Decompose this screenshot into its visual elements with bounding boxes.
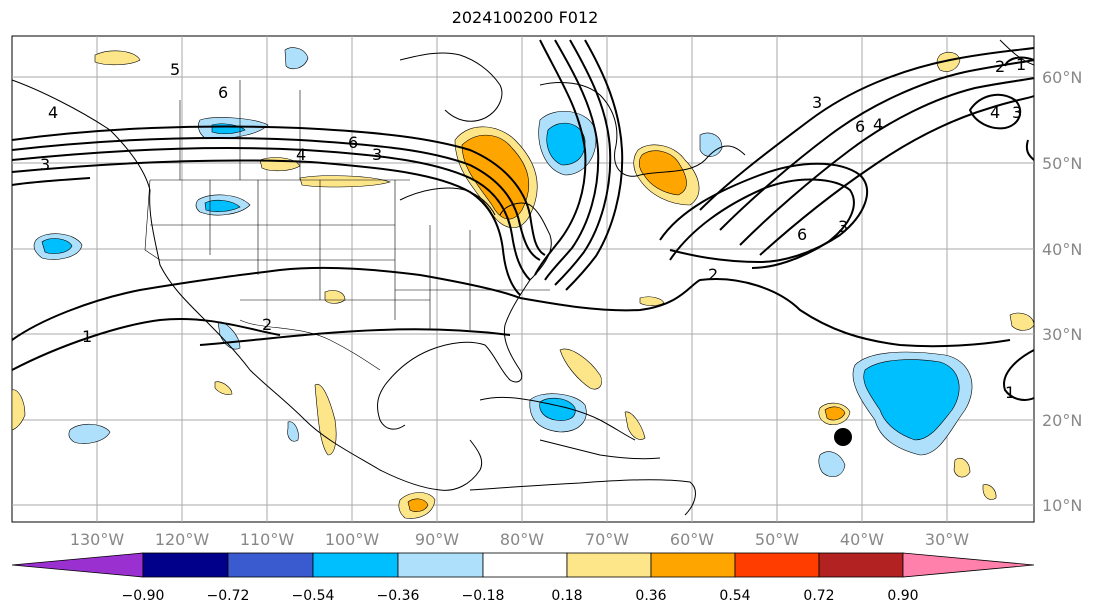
colorbar-segment: [227, 552, 314, 578]
lon-label: 30°W: [925, 530, 969, 549]
colorbar-label: 0.54: [719, 588, 750, 604]
lon-label: 90°W: [415, 530, 459, 549]
colorbar-segment: [818, 552, 904, 578]
contour-label: 3: [372, 145, 382, 164]
colorbar-label: −0.18: [462, 588, 505, 604]
colorbar: [11, 552, 1035, 578]
colorbar-segment: [142, 552, 229, 578]
contour-label: 3: [838, 217, 848, 236]
colorbar-label: 0.18: [551, 588, 582, 604]
contour-label: 2: [708, 265, 718, 284]
colorbar-segment: [482, 552, 568, 578]
contour-label: 4: [296, 145, 306, 164]
coastlines: [11, 39, 1035, 516]
colorbar-label: 0.72: [803, 588, 834, 604]
colorbar-extend-right: [902, 552, 1035, 578]
colorbar-label: −0.72: [207, 588, 250, 604]
plot-frame: [11, 35, 1035, 523]
colorbar-segment: [312, 552, 399, 578]
colorbar-extend-left: [11, 552, 144, 578]
shaded-anomalies: [11, 47, 1035, 519]
storm-center-dot: [834, 428, 852, 446]
colorbar-segment: [566, 552, 652, 578]
contour-label: 6: [218, 83, 228, 102]
graticule: [12, 36, 1034, 522]
colorbar-label: −0.36: [377, 588, 420, 604]
lat-label: 40°N: [1042, 240, 1082, 259]
contour-label: 2: [995, 57, 1005, 76]
colorbar-segment: [734, 552, 820, 578]
contour-label: 1: [1005, 383, 1015, 402]
lat-label: 20°N: [1042, 411, 1082, 430]
contour-label: 4: [873, 115, 883, 134]
latitude-labels: 60°N 50°N 40°N 30°N 20°N 10°N: [1042, 68, 1082, 515]
contour-lines: [11, 39, 1035, 401]
contour-label: 4: [48, 103, 58, 122]
contour-label: 5: [170, 60, 180, 79]
lon-label: 110°W: [240, 530, 295, 549]
lon-label: 70°W: [585, 530, 629, 549]
longitude-labels: 130°W 120°W 110°W 100°W 90°W 80°W 70°W 6…: [70, 530, 969, 549]
map-title: 2024100200 F012: [451, 8, 599, 27]
colorbar-segment: [650, 552, 736, 578]
lon-label: 40°W: [840, 530, 884, 549]
contour-label: 6: [855, 117, 865, 136]
lat-label: 60°N: [1042, 68, 1082, 87]
lat-label: 50°N: [1042, 154, 1082, 173]
colorbar-labels: −0.90 −0.72 −0.54 −0.36 −0.18 0.18 0.36 …: [122, 588, 919, 604]
contour-label: 3: [812, 93, 822, 112]
lon-label: 80°W: [500, 530, 544, 549]
lon-label: 130°W: [70, 530, 125, 549]
colorbar-label: 0.36: [635, 588, 666, 604]
contour-label: 6: [797, 225, 807, 244]
lon-label: 50°W: [755, 530, 799, 549]
colorbar-label: 0.90: [887, 588, 918, 604]
lon-label: 60°W: [670, 530, 714, 549]
contour-label: 1: [1016, 55, 1026, 74]
lon-label: 120°W: [155, 530, 210, 549]
colorbar-segment: [397, 552, 484, 578]
contour-label: 3: [40, 155, 50, 174]
colorbar-label: −0.54: [292, 588, 335, 604]
contour-label: 1: [82, 327, 92, 346]
lat-label: 30°N: [1042, 325, 1082, 344]
contour-label: 6: [348, 133, 358, 152]
colorbar-label: −0.90: [122, 588, 165, 604]
contour-labels: 5 6 4 3 6 4 3 2 1 2 1 6 4 3 6 3 2 1 3 4: [40, 55, 1026, 402]
contour-label: 3: [1012, 103, 1022, 122]
contour-label: 2: [262, 315, 272, 334]
lon-label: 100°W: [325, 530, 380, 549]
lat-label: 10°N: [1042, 496, 1082, 515]
contour-label: 4: [990, 103, 1000, 122]
